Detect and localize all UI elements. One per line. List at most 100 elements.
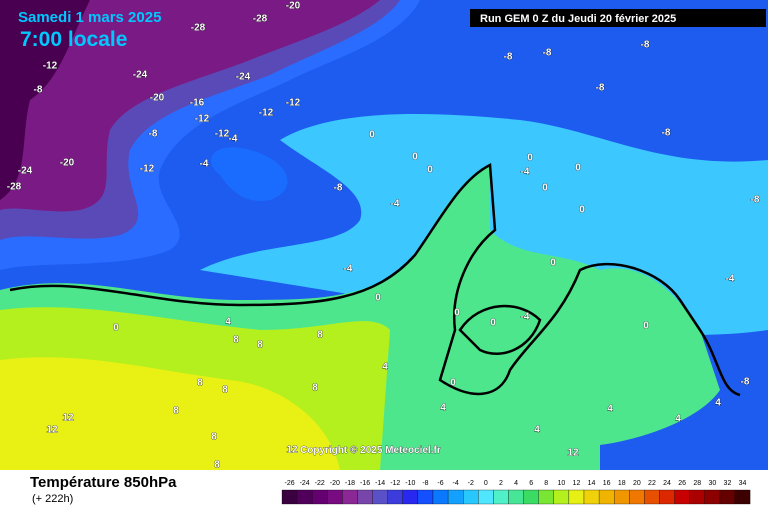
colorbar-cell: [689, 489, 705, 505]
colorbar-tick: 26: [678, 480, 686, 487]
colorbar-cell: [659, 489, 675, 505]
contour-label: 4: [440, 403, 446, 414]
colorbar-cell: [568, 489, 585, 505]
colorbar-tick: 0: [484, 480, 488, 487]
contour-label: 0: [527, 153, 533, 164]
contour-label: -20: [60, 158, 75, 169]
contour-label: -16: [190, 98, 205, 109]
time: 7:00 locale: [20, 28, 127, 51]
colorbar-cell: [417, 489, 434, 505]
contour-label: -28: [253, 14, 268, 25]
colorbar-cell: [447, 489, 464, 505]
colorbar-tick: -14: [375, 480, 385, 487]
contour-label: -8: [641, 40, 650, 51]
contour-label: -24: [236, 72, 251, 83]
contour-label: 12: [286, 445, 298, 456]
contour-label: -8: [334, 183, 343, 194]
colorbar-tick: -24: [300, 480, 310, 487]
colorbar-cell: [327, 489, 343, 505]
colorbar-tick: -18: [345, 480, 355, 487]
contour-label: -8: [543, 48, 552, 59]
colorbar-tick: 14: [588, 480, 596, 487]
colorbar-tick: -22: [315, 480, 325, 487]
colorbar-cell: [734, 489, 751, 505]
contour-label: -12: [215, 129, 230, 140]
colorbar-tick: -20: [330, 480, 340, 487]
contour-label: 4: [715, 398, 721, 409]
contour-label: 0: [550, 258, 556, 269]
colorbar-cell: [312, 489, 328, 505]
colorbar-cell: [523, 489, 539, 505]
contour-label: -28: [7, 182, 22, 193]
colorbar-cell: [402, 489, 419, 505]
contour-label: -8: [34, 85, 43, 96]
copyright: Copyright © 2025 Meteociel.fr: [300, 445, 441, 456]
colorbar-tick: 18: [618, 480, 626, 487]
contour-label: 8: [214, 460, 220, 471]
contour-label: -24: [133, 70, 148, 81]
colorbar-cell: [538, 489, 554, 505]
colorbar-tick: 16: [603, 480, 611, 487]
colorbar-cell: [387, 489, 403, 505]
colorbar-cell: [493, 489, 509, 505]
colorbar-tick: 2: [499, 480, 503, 487]
contour-label: -8: [662, 128, 671, 139]
footer-title: Température 850hPa: [30, 474, 177, 491]
contour-label: 4: [607, 404, 613, 415]
colorbar-tick: 6: [529, 480, 533, 487]
colorbar-cell: [704, 489, 721, 505]
warmer-region: [0, 357, 340, 470]
coldest-region: [0, 0, 90, 200]
colorbar-tick: 24: [663, 480, 671, 487]
contour-label: -8: [504, 52, 513, 63]
colorbar-tick: 10: [557, 480, 565, 487]
colorbar-tick: -6: [437, 480, 443, 487]
colorbar-cell: [508, 489, 524, 505]
colorbar-tick: 4: [514, 480, 518, 487]
contour-label: 8: [173, 406, 179, 417]
map: [0, 0, 768, 470]
colorbar-cell: [553, 489, 570, 505]
cold-pocket: [211, 147, 288, 201]
colorbar-cell: [478, 489, 494, 505]
colorbar-cell: [372, 489, 388, 505]
contour-label: 0: [369, 130, 375, 141]
contour-label: -4: [229, 134, 238, 145]
contour-label: 8: [317, 330, 323, 341]
contour-label: 0: [490, 318, 496, 329]
contour-label: 4: [382, 362, 388, 373]
contour-label: 0: [412, 152, 418, 163]
contour-label: -4: [200, 159, 209, 170]
colorbar-cell: [342, 489, 358, 505]
colorbar-cell: [598, 489, 615, 505]
contour-label: -20: [150, 93, 165, 104]
contour-label: -8: [751, 195, 760, 206]
contour-label: -8: [149, 129, 158, 140]
colorbar-tick: 8: [544, 480, 548, 487]
contour-label: -12: [286, 98, 301, 109]
colorbar-tick: 30: [708, 480, 716, 487]
contour-label: 0: [450, 378, 456, 389]
colorbar-tick: -16: [360, 480, 370, 487]
contour-label: -4: [726, 274, 735, 285]
colorbar-cell: [583, 489, 600, 505]
contour-label: 0: [427, 165, 433, 176]
colorbar-tick: 20: [633, 480, 641, 487]
colorbar-cell: [281, 489, 298, 505]
run-box: [470, 9, 766, 27]
contour-label: 0: [375, 293, 381, 304]
colorbar-tick: 12: [573, 480, 581, 487]
contour-label: 8: [197, 378, 203, 389]
colorbar-cell: [629, 489, 645, 505]
colorbar-cell: [296, 489, 313, 505]
colorbar-tick: -12: [390, 480, 400, 487]
contour-label: -4: [391, 199, 400, 210]
contour-label: -24: [18, 166, 33, 177]
contour-label: -12: [140, 164, 155, 175]
zero-isotherm: [9, 163, 741, 397]
contour-label: -12: [259, 108, 274, 119]
contour-label: -20: [286, 1, 301, 12]
colorbar-tick: -8: [422, 480, 428, 487]
colorbar-tick: 34: [739, 480, 747, 487]
